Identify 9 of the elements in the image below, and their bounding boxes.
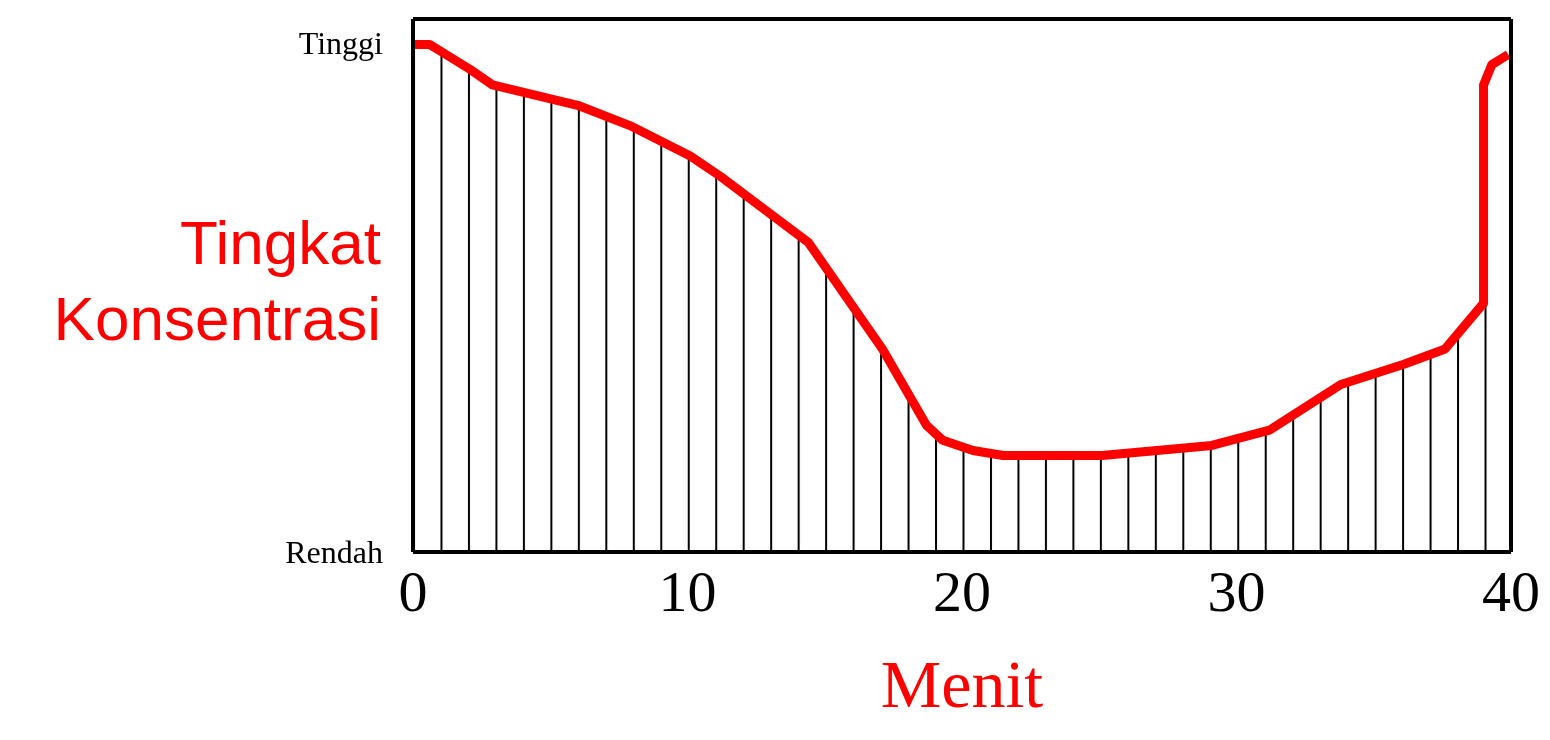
x-axis-title: Menit: [880, 646, 1044, 722]
x-tick-label: 0: [398, 559, 428, 625]
y-axis-title: Tingkat Konsentrasi: [53, 207, 381, 353]
x-tick-label: 40: [1482, 559, 1540, 625]
x-tick-label: 20: [933, 559, 991, 625]
x-tick-label: 10: [658, 559, 717, 625]
text: Rendah: [285, 533, 383, 571]
text: Tinggi: [298, 24, 383, 63]
x-tick-label: 30: [1207, 559, 1266, 625]
